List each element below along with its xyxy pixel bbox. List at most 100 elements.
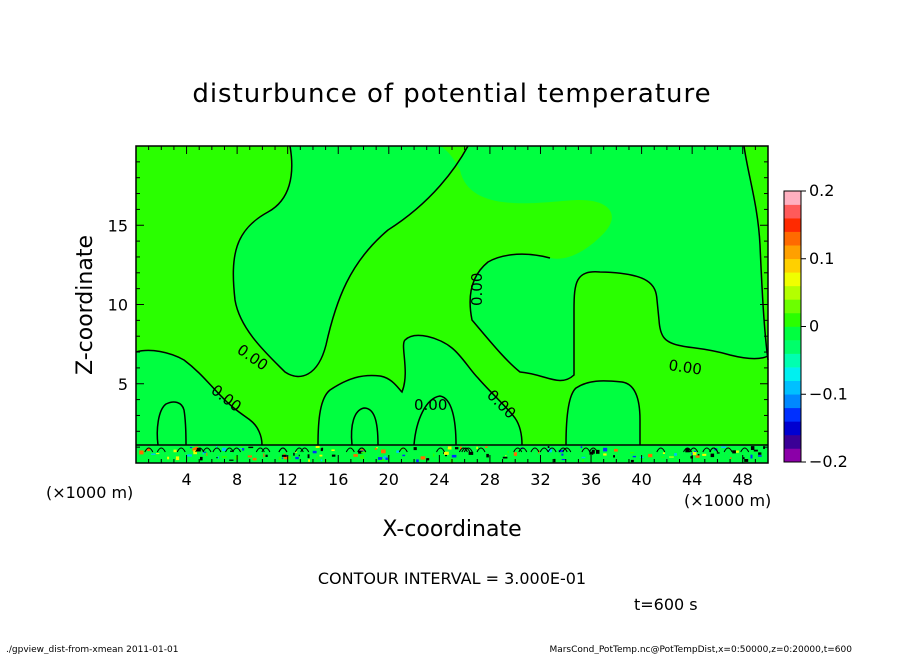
colorbar-label: −0.2 bbox=[809, 452, 848, 471]
y-axis: 5 10 15 bbox=[108, 145, 768, 464]
noise-arc bbox=[581, 447, 591, 453]
noise-arc bbox=[255, 447, 265, 453]
contour-lines bbox=[135, 145, 769, 446]
colorbar-swatch bbox=[784, 407, 801, 422]
time-text: t=600 s bbox=[634, 595, 698, 614]
noise-arc bbox=[547, 447, 557, 453]
noise-mark bbox=[710, 453, 715, 458]
noise-arc bbox=[702, 447, 712, 453]
noise-mark bbox=[402, 454, 406, 457]
noise-mark bbox=[238, 447, 242, 449]
noise-mark bbox=[758, 455, 762, 457]
noise-mark bbox=[750, 446, 755, 450]
noise-mark bbox=[581, 459, 585, 462]
x-axis: 4 8 12 16 20 24 28 32 36 40 44 48 bbox=[135, 146, 769, 489]
noise-mark bbox=[156, 453, 160, 455]
noise-mark bbox=[614, 448, 618, 452]
noise-mark bbox=[360, 449, 365, 451]
noise-mark bbox=[580, 446, 583, 449]
noise-mark bbox=[753, 449, 758, 452]
noise-mark bbox=[230, 450, 233, 452]
noise-mark bbox=[216, 457, 219, 459]
z-unit-label: (×1000 m) bbox=[46, 483, 133, 502]
noise-mark bbox=[662, 452, 665, 454]
noise-arc bbox=[740, 447, 750, 453]
noise-arc bbox=[513, 447, 523, 453]
noise-mark bbox=[445, 453, 447, 457]
noise-mark bbox=[476, 446, 478, 450]
noise-arc bbox=[436, 447, 445, 453]
x-tick-label: 24 bbox=[429, 470, 449, 489]
noise-mark bbox=[561, 453, 564, 456]
noise-arc bbox=[294, 447, 304, 453]
noise-mark bbox=[632, 455, 636, 458]
colorbar-swatch bbox=[784, 367, 801, 381]
colorbar-swatch bbox=[784, 204, 801, 219]
noise-mark bbox=[288, 456, 291, 460]
noise-mark bbox=[589, 451, 594, 455]
noise-arc bbox=[562, 447, 572, 453]
noise-mark bbox=[396, 450, 400, 453]
colorbar-swatch bbox=[784, 258, 801, 273]
noise-mark bbox=[581, 456, 586, 459]
noise-mark bbox=[360, 455, 365, 459]
noise-mark bbox=[248, 446, 254, 449]
noise-mark bbox=[426, 458, 430, 461]
noise-mark bbox=[361, 451, 366, 454]
noise-mark bbox=[241, 446, 243, 449]
noise-mark bbox=[151, 453, 156, 455]
noisy-surface-band bbox=[136, 445, 768, 463]
noise-mark bbox=[320, 459, 323, 462]
colorbar-swatch bbox=[784, 380, 801, 395]
colorbar-swatch bbox=[784, 191, 801, 205]
noise-mark bbox=[202, 452, 204, 455]
noise-mark bbox=[265, 454, 268, 457]
noise-mark bbox=[692, 451, 697, 456]
x-tick-label: 32 bbox=[530, 470, 550, 489]
noise-mark bbox=[716, 452, 720, 454]
noise-mark bbox=[247, 455, 252, 458]
noise-mark bbox=[383, 456, 386, 459]
noise-mark bbox=[547, 446, 550, 448]
noise-mark bbox=[690, 456, 693, 459]
noise-arc bbox=[461, 447, 471, 453]
noise-mark bbox=[735, 450, 739, 453]
footer-right: MarsCond_PotTemp.nc@PotTempDist,x=0:5000… bbox=[549, 645, 852, 654]
x-unit-label: (×1000 m) bbox=[684, 491, 771, 510]
noise-mark bbox=[750, 454, 753, 459]
noise-mark bbox=[505, 455, 507, 457]
noise-mark bbox=[308, 459, 310, 462]
noise-arc bbox=[558, 447, 568, 453]
negative-region-lower-right bbox=[566, 380, 640, 445]
noise-arc bbox=[723, 447, 733, 453]
noise-mark bbox=[485, 446, 488, 448]
noise-mark bbox=[660, 456, 665, 458]
noise-arc bbox=[588, 447, 598, 453]
noise-mark bbox=[331, 449, 335, 451]
noise-arc bbox=[278, 447, 288, 453]
noise-arc bbox=[458, 447, 468, 453]
noise-mark bbox=[558, 449, 564, 453]
noise-arc bbox=[539, 447, 549, 453]
noise-mark bbox=[281, 457, 283, 459]
noise-mark bbox=[630, 452, 635, 454]
footer-left: ./gpview_dist-from-xmean 2011-01-01 bbox=[6, 645, 178, 654]
noise-mark bbox=[460, 446, 462, 450]
negative-region-left-upper bbox=[136, 146, 768, 381]
x-tick-label: 28 bbox=[480, 470, 500, 489]
noise-arc bbox=[357, 447, 367, 453]
noise-mark bbox=[730, 457, 732, 459]
noise-mark bbox=[561, 459, 566, 461]
noise-arc bbox=[345, 447, 355, 453]
colorbar-swatch bbox=[784, 218, 801, 232]
noise-mark bbox=[294, 451, 298, 453]
noise-arc bbox=[463, 447, 473, 453]
noise-mark bbox=[319, 454, 323, 457]
colorbar: 0.2 0.1 0 −0.1 −0.2 bbox=[783, 181, 848, 471]
y-tick-label: 5 bbox=[118, 375, 128, 394]
contour-label: 0.00 bbox=[667, 356, 703, 378]
noise-mark bbox=[203, 451, 207, 453]
noise-mark bbox=[307, 454, 310, 459]
noise-mark bbox=[591, 449, 595, 454]
noise-mark bbox=[420, 456, 426, 460]
